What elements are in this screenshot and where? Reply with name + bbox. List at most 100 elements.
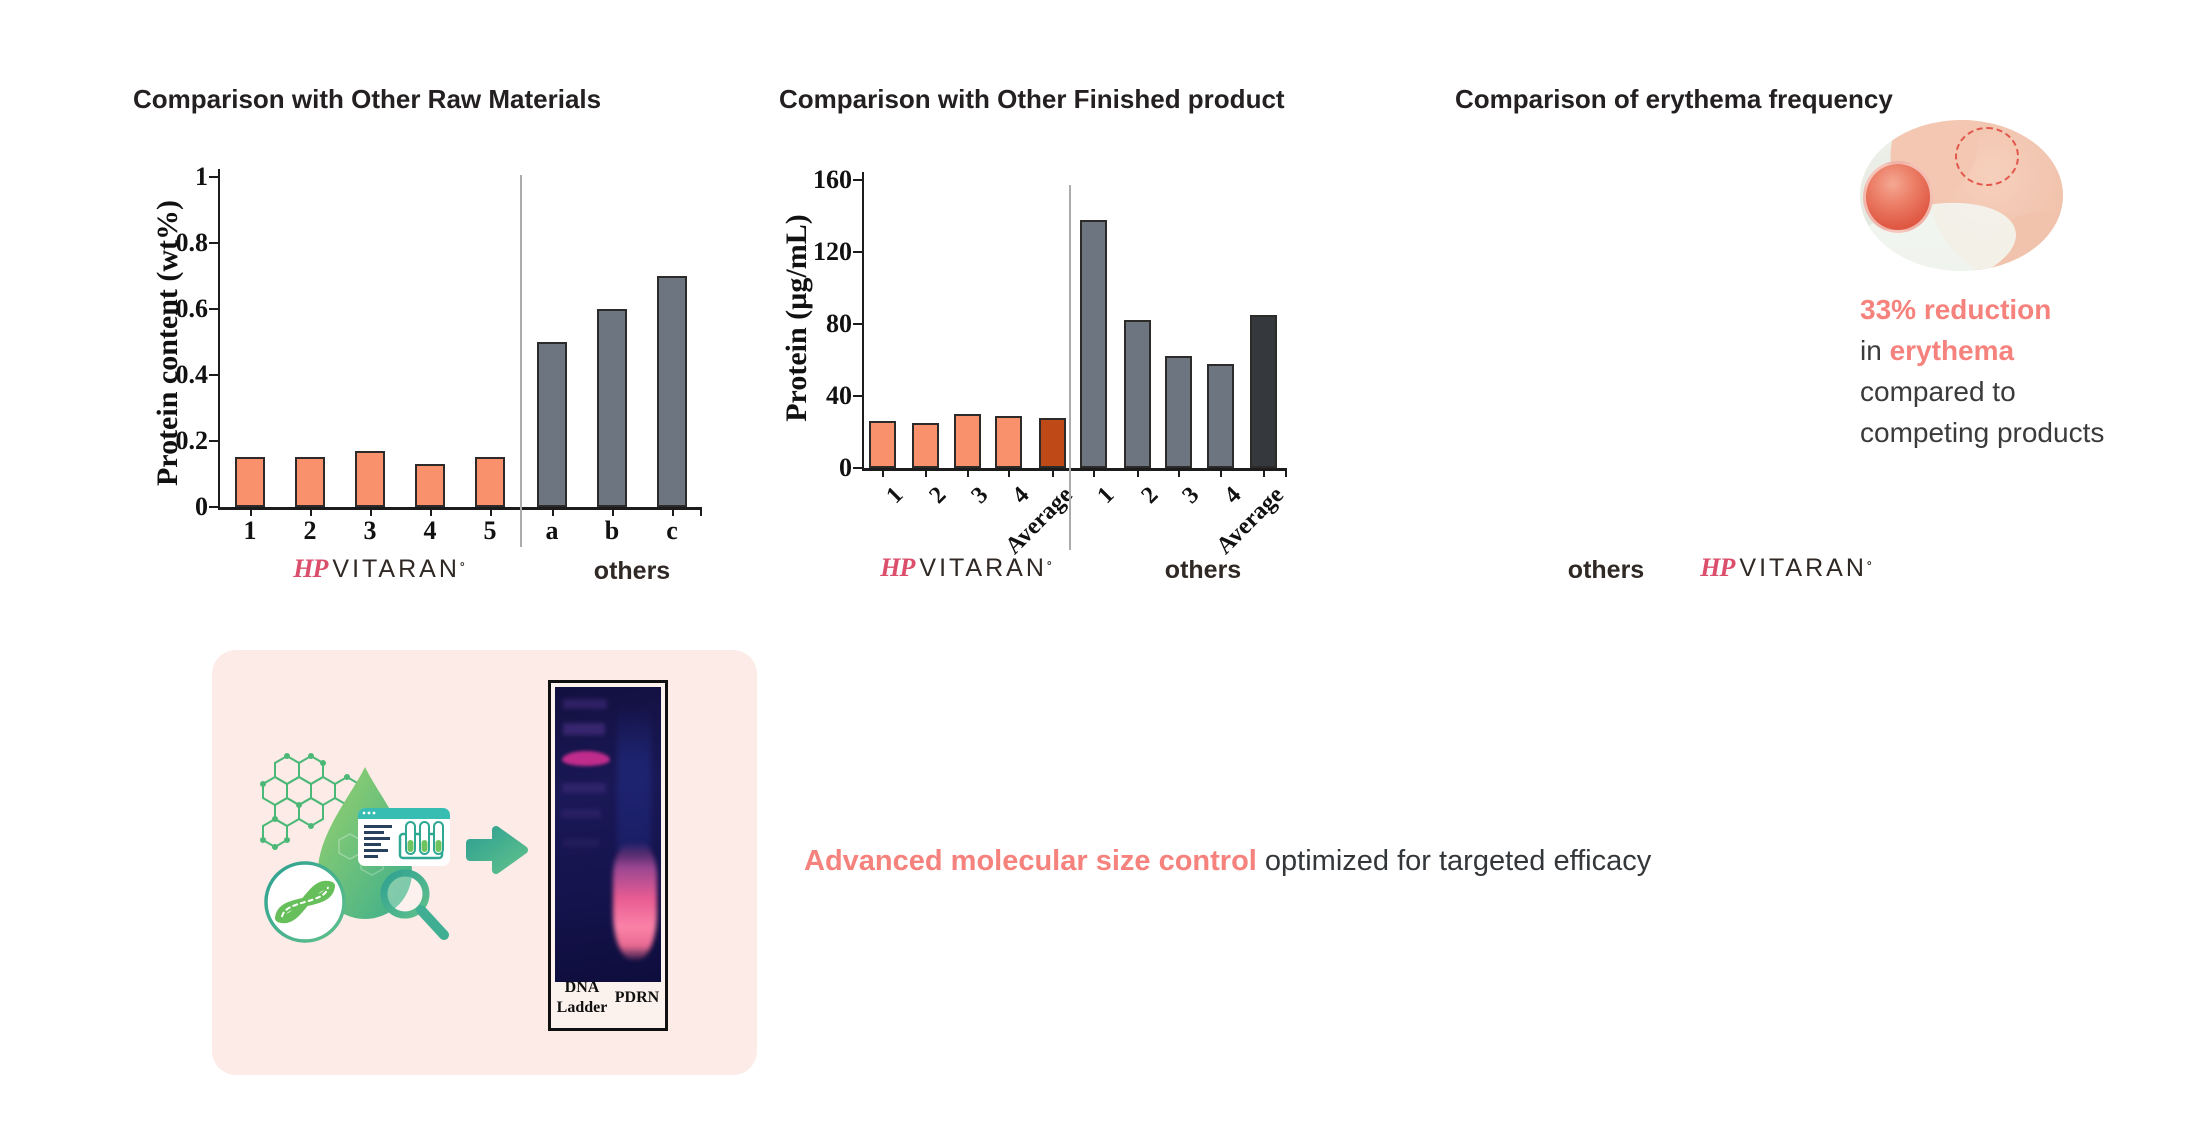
ladder-band: [561, 809, 601, 818]
x-tick-label: 4: [1007, 482, 1035, 509]
y-tick-mark: [853, 251, 862, 253]
erythema-stat: 33% reduction in erythema compared to co…: [1860, 289, 2104, 453]
vitaran-wordmark: VITARAN: [919, 554, 1047, 582]
ladder-band: [563, 723, 605, 735]
x-tick-label: 2: [1136, 482, 1164, 509]
erythema-title: Comparison of erythema frequency: [1455, 84, 1893, 114]
dna-circle-icon: [264, 861, 346, 943]
x-tick-mark: [310, 507, 312, 516]
bar-others-a: [537, 342, 567, 507]
tagline: Advanced molecular size control optimize…: [804, 845, 1651, 878]
x-tick-mark: [882, 468, 884, 477]
bar-others-c: [657, 276, 687, 507]
x-tick-label: c: [666, 516, 678, 545]
x-tick-mark: [1263, 468, 1265, 477]
x-tick-mark: [925, 468, 927, 477]
bar-VITARAN-3: [953, 414, 981, 468]
dna-extraction-illustration: [260, 753, 528, 943]
y-tick-label: 1: [195, 162, 208, 191]
bar-VITARAN-2: [911, 423, 939, 468]
raw-chart-y-axis-label: Protein content (wt%): [151, 199, 184, 487]
bar-VITARAN-1: [235, 457, 265, 507]
finished-product-title: Comparison with Other Finished product: [779, 84, 1285, 114]
report-card-icon: [358, 808, 450, 866]
y-tick-mark: [209, 440, 218, 442]
bar-VITARAN-5: [475, 457, 505, 507]
stat-in-prefix: in: [1860, 335, 1890, 366]
x-tick-mark: [1220, 468, 1222, 477]
pdrn-smear: [613, 842, 657, 960]
y-tick-label: 0: [195, 492, 208, 521]
vitaran-trademark: °: [1046, 558, 1052, 573]
y-tick-label: 0.4: [175, 360, 209, 389]
x-tick-mark: [672, 507, 674, 516]
x-tick-label: 2: [303, 516, 317, 545]
x-tick-mark: [1052, 468, 1054, 477]
raw-materials-chart: Protein content (wt%) HP VITARAN° others …: [130, 150, 750, 630]
bar-VITARAN-3: [355, 451, 385, 507]
vitaran-logo: HP VITARAN°: [293, 554, 464, 584]
gel-label-pdrn: PDRN: [614, 989, 660, 1006]
vitaran-trademark: °: [1866, 558, 1872, 573]
tagline-accent: Advanced molecular size control: [804, 845, 1257, 877]
x-axis-end-tick: [700, 507, 702, 516]
y-axis-line: [218, 169, 220, 510]
gel-lane-labels: DNA Ladder PDRN: [551, 978, 665, 1026]
vitaran-hp-script: HP: [880, 553, 915, 582]
y-tick-mark: [853, 395, 862, 397]
vitaran-hp-script: HP: [293, 554, 328, 583]
group-divider: [1069, 185, 1071, 550]
y-tick-label: 80: [826, 309, 852, 338]
finished-product-chart: Protein (µg/mL) HP VITARAN° others 0 40 80 1…: [770, 85, 1410, 625]
y-tick-label: 0.2: [175, 426, 209, 455]
raw-materials-title: Comparison with Other Raw Materials: [133, 84, 602, 114]
others-group-label: others: [1164, 556, 1242, 584]
stat-line-1: 33% reduction: [1860, 289, 2104, 330]
bar-VITARAN-4: [415, 464, 445, 507]
x-tick-mark: [612, 507, 614, 516]
x-tick-label: 4: [423, 516, 437, 545]
y-tick-label: 0: [839, 453, 852, 482]
y-tick-mark: [209, 308, 218, 310]
bar-others-1: [1079, 220, 1107, 468]
bar-others-4: [1206, 364, 1234, 468]
stat-line-4: competing products: [1860, 417, 2105, 448]
y-tick-label: 40: [826, 381, 852, 410]
y-tick-label: 0.6: [175, 294, 209, 323]
ladder-band: [563, 839, 599, 847]
others-group-label: others: [593, 557, 671, 585]
x-tick-label: b: [604, 516, 620, 545]
x-tick-label: 3: [363, 516, 377, 545]
vitaran-wordmark: VITARAN: [1739, 554, 1867, 582]
bar-VITARAN-2: [295, 457, 325, 507]
y-tick-label: 120: [813, 237, 852, 266]
gel-electrophoresis-image: DNA Ladder PDRN: [548, 680, 668, 1031]
x-tick-mark: [552, 507, 554, 516]
y-tick-mark: [209, 242, 218, 244]
ladder-band: [563, 699, 607, 709]
x-tick-mark: [1137, 468, 1139, 477]
gel-photo: [555, 687, 661, 982]
bar-VITARAN-1: [868, 421, 896, 468]
x-tick-mark: [1093, 468, 1095, 477]
stat-erythema-word: erythema: [1889, 335, 2015, 366]
vitaran-wordmark: VITARAN: [332, 555, 460, 583]
bar-others-3: [1164, 356, 1192, 468]
vitaran-logo: HP VITARAN°: [1700, 553, 1871, 583]
bar-others-b: [597, 309, 627, 507]
ladder-band-bright: [562, 751, 610, 766]
y-tick-mark: [209, 374, 218, 376]
stat-line-3: compared to: [1860, 376, 2016, 407]
y-tick-label: 0.8: [175, 228, 209, 257]
x-tick-label: 3: [1177, 482, 1205, 509]
arrow-icon: [466, 826, 528, 874]
ladder-band: [562, 783, 606, 793]
x-tick-mark: [430, 507, 432, 516]
y-tick-label: 160: [813, 165, 852, 194]
x-tick-label: a: [545, 516, 559, 545]
x-tick-label: 3: [966, 482, 994, 509]
vitaran-trademark: °: [459, 559, 465, 574]
y-tick-mark: [209, 506, 218, 508]
x-tick-mark: [490, 507, 492, 516]
